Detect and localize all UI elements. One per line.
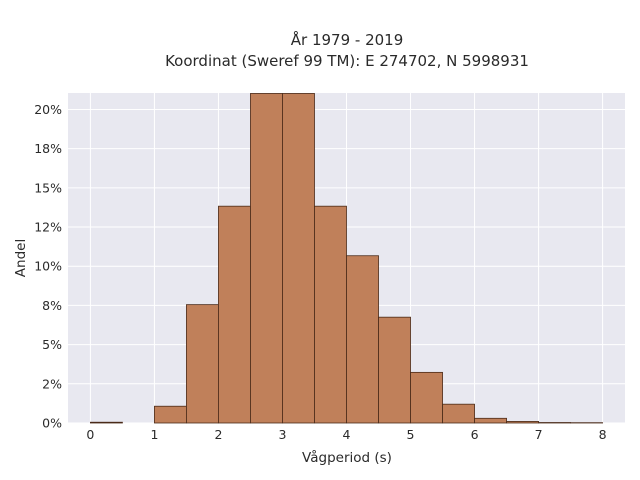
x-tick-label: 3 bbox=[279, 427, 287, 442]
x-tick-label: 1 bbox=[150, 427, 158, 442]
y-tick-label: 5% bbox=[42, 337, 62, 352]
y-tick-label: 20% bbox=[34, 102, 62, 117]
y-tick-label: 18% bbox=[34, 141, 62, 156]
histogram-bar bbox=[378, 316, 411, 424]
x-tick-label: 8 bbox=[599, 427, 607, 442]
histogram-bar bbox=[90, 421, 123, 424]
x-tick-label: 7 bbox=[535, 427, 543, 442]
histogram-bar bbox=[442, 403, 475, 424]
y-tick-label: 12% bbox=[34, 220, 62, 235]
y-tick-label: 10% bbox=[34, 259, 62, 274]
y-tick-label: 8% bbox=[42, 298, 62, 313]
x-tick-label: 0 bbox=[86, 427, 94, 442]
histogram-bar bbox=[218, 205, 251, 424]
x-axis-label: Vågperiod (s) bbox=[302, 449, 392, 466]
histogram-bar bbox=[250, 93, 283, 424]
y-axis-label: Andel bbox=[13, 239, 29, 277]
histogram-bar bbox=[282, 93, 315, 424]
histogram-bar bbox=[410, 371, 443, 424]
chart-title-line-2: Koordinat (Sweref 99 TM): E 274702, N 59… bbox=[165, 52, 529, 70]
y-tick-label: 0% bbox=[42, 416, 62, 431]
y-tick-label: 2% bbox=[42, 376, 62, 391]
y-axis-ticks: 0% 2% 5% 8% 10% 12% 15% 18% 20% bbox=[34, 102, 62, 431]
histogram-bar bbox=[474, 417, 507, 424]
y-tick-label: 15% bbox=[34, 180, 62, 195]
histogram-bar bbox=[506, 421, 539, 424]
histogram-bar bbox=[154, 405, 187, 424]
histogram-bar bbox=[346, 255, 379, 424]
x-tick-label: 6 bbox=[471, 427, 479, 442]
x-axis-ticks: 0 1 2 3 4 5 6 7 8 bbox=[86, 427, 606, 442]
x-tick-label: 5 bbox=[407, 427, 415, 442]
histogram-bar bbox=[314, 205, 347, 424]
chart-title-line-1: År 1979 - 2019 bbox=[291, 30, 404, 49]
x-tick-label: 4 bbox=[343, 427, 351, 442]
x-tick-label: 2 bbox=[214, 427, 222, 442]
bars bbox=[90, 93, 603, 424]
histogram-bar bbox=[186, 304, 219, 424]
